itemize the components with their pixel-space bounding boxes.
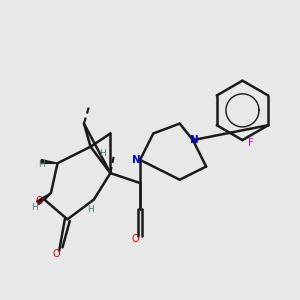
- Text: N: N: [132, 155, 141, 165]
- Text: H: H: [99, 149, 106, 158]
- Polygon shape: [37, 193, 51, 204]
- Text: O: O: [36, 196, 43, 206]
- Text: O: O: [131, 234, 139, 244]
- Text: H: H: [87, 205, 94, 214]
- Text: H: H: [31, 203, 38, 212]
- Polygon shape: [41, 160, 58, 164]
- Text: O: O: [52, 249, 60, 259]
- Text: N: N: [190, 135, 199, 145]
- Text: H: H: [38, 160, 44, 169]
- Text: F: F: [248, 138, 254, 148]
